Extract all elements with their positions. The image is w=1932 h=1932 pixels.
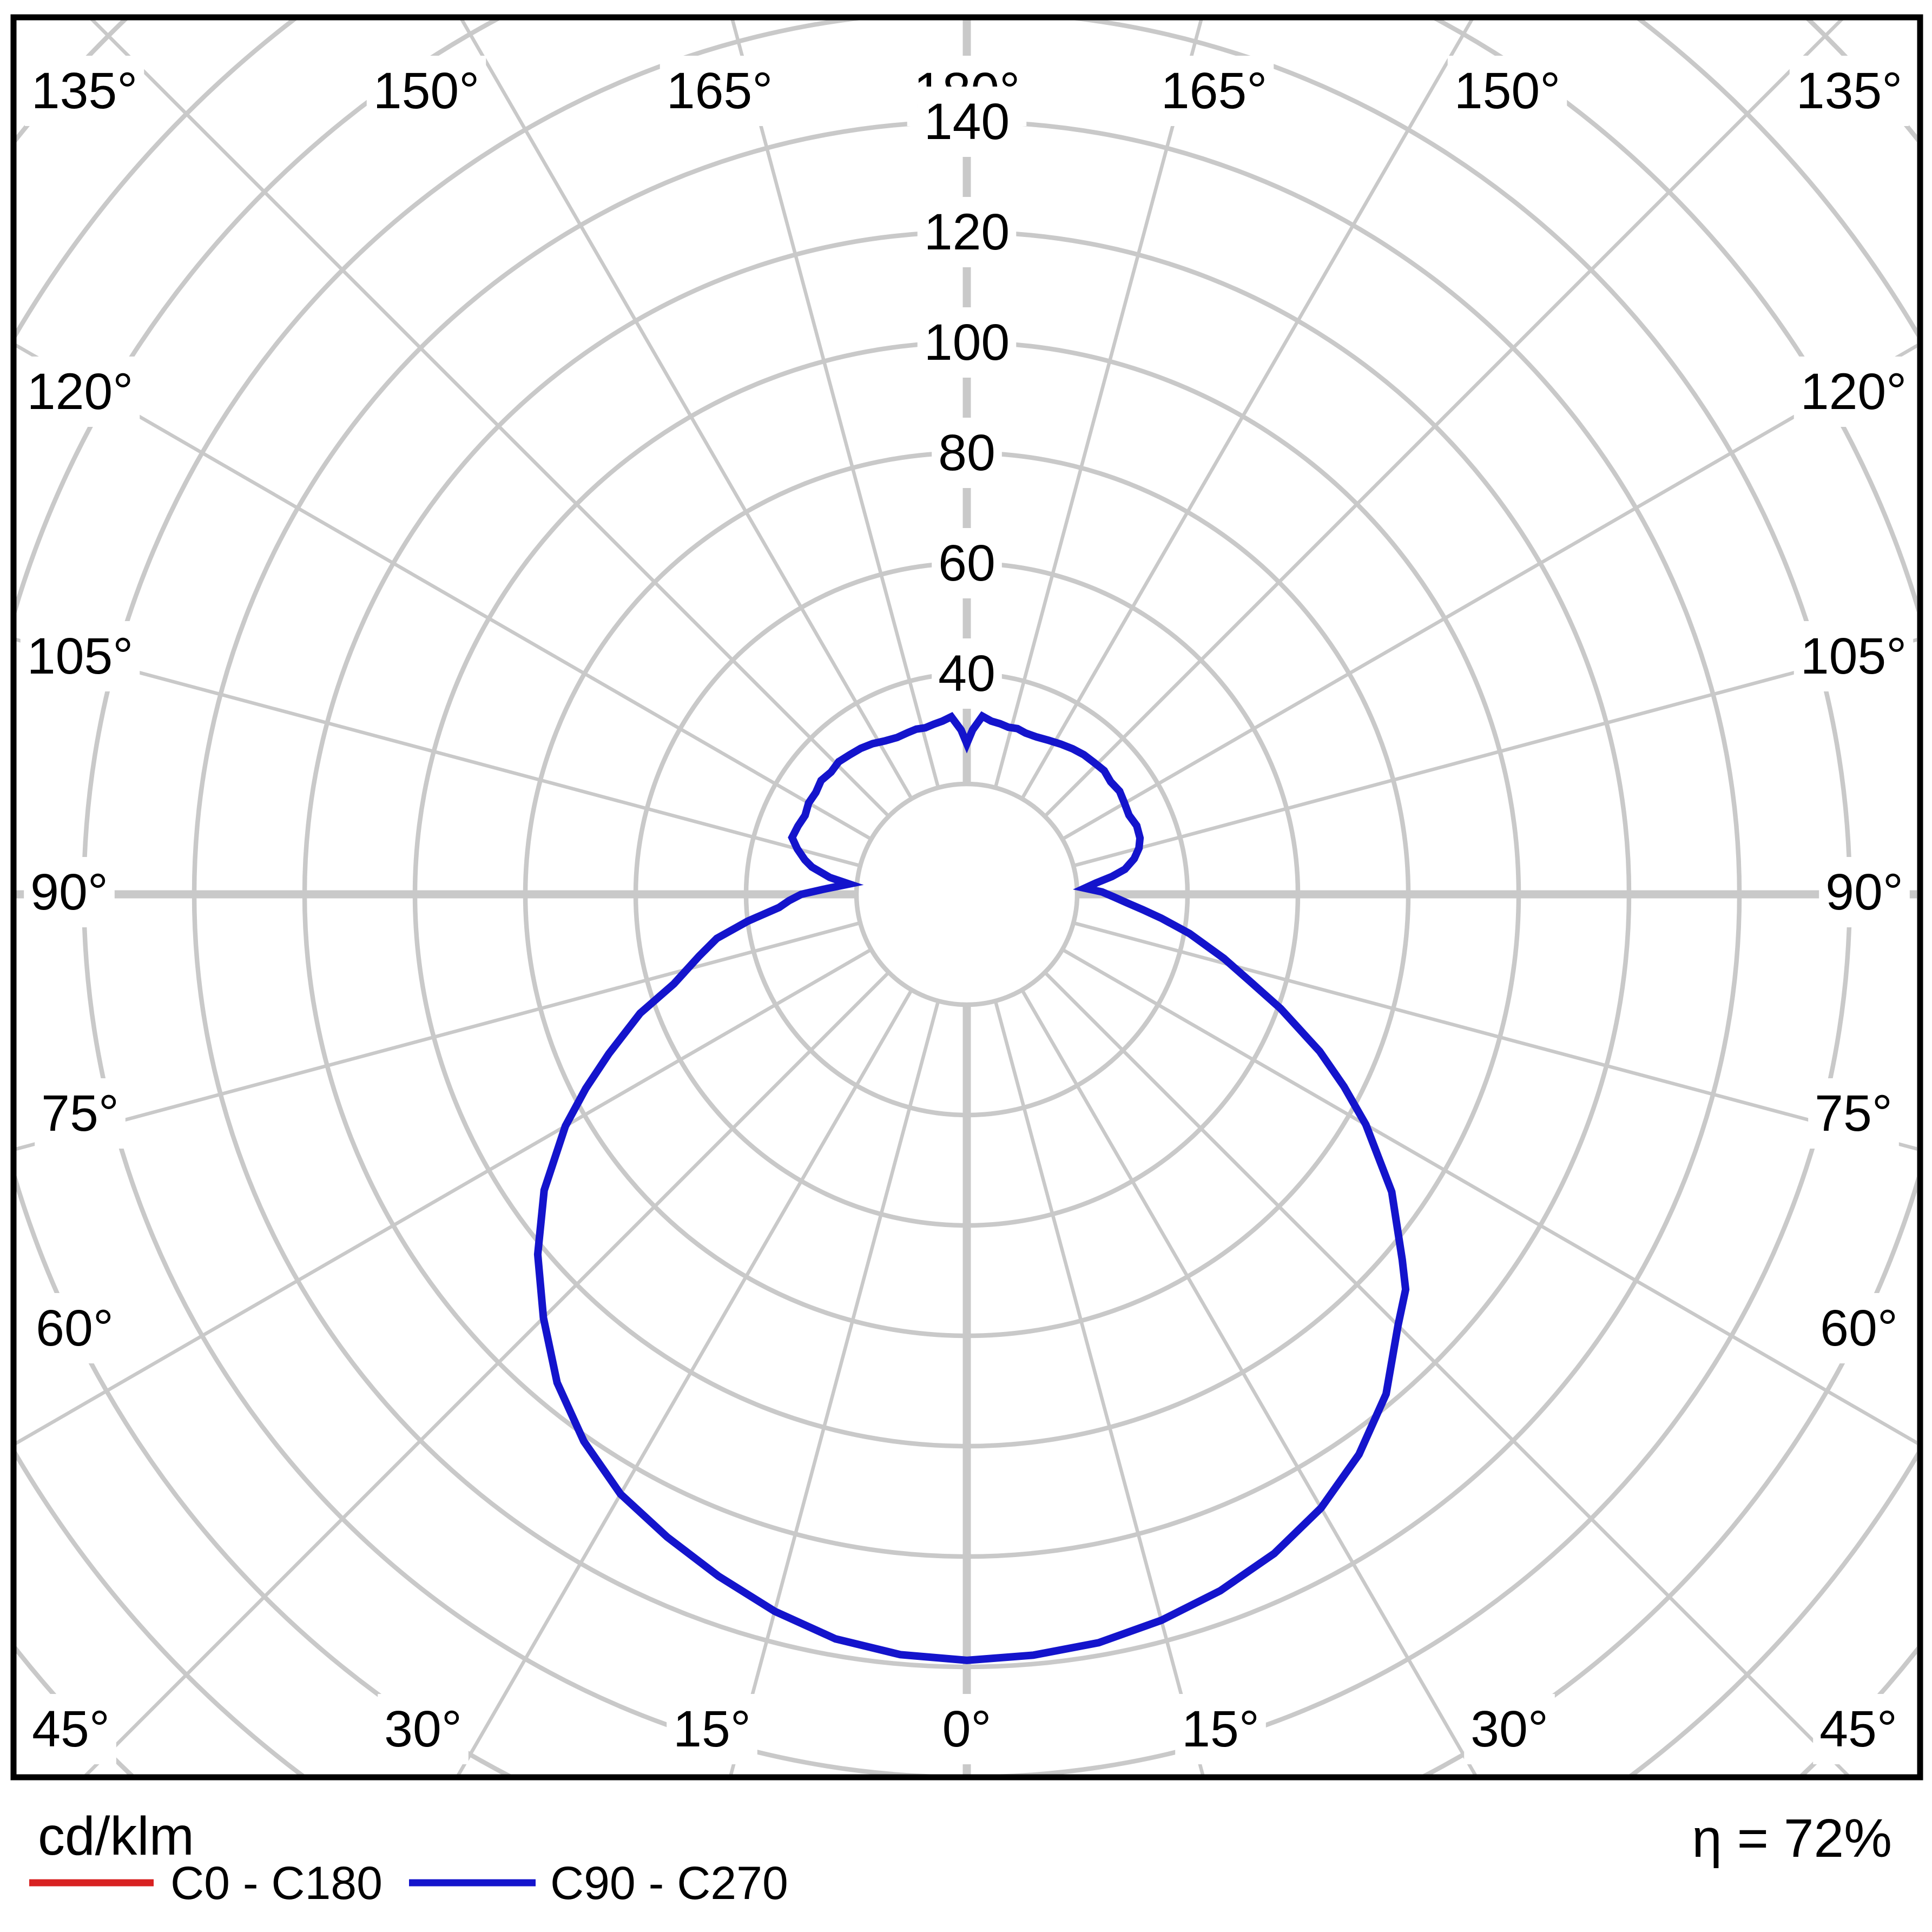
grid-spoke-255 [16,637,861,868]
angle-label-9-90deg-bg [24,857,115,927]
radial-label-120: 120 [924,203,1010,261]
angle-label-1-150deg-bg [366,56,486,126]
angle-label-0-135deg-bg [24,56,144,126]
angle-label-19-15deg-bg [667,1694,757,1764]
angle-label-2-165deg-bg [660,56,780,126]
radial-label-140-bg [917,87,1017,157]
angle-axis-labels: 135°150°165°180°165°150°135°120°105°90°7… [20,56,1914,1764]
angle-label-23-45deg: 45° [1819,1700,1897,1758]
angle-label-14-90deg-bg [1819,857,1910,927]
grid-spoke-150 [1020,20,1474,800]
grid-spoke-105 [1073,638,1917,868]
plot-border [10,14,1923,1781]
legend-label-c0-c180: C0 - C180 [170,1857,383,1909]
grid-spoke-330 [456,989,913,1775]
radial-label-100-bg [917,307,1017,378]
angle-label-20-0deg-bg [935,1694,998,1764]
angle-label-13-105deg-bg [1793,621,1914,691]
grid-spoke-135 [1043,20,1844,818]
angle-label-7-120deg-bg [20,357,140,427]
angle-label-15-75deg: 75° [1815,1085,1893,1142]
angle-label-11-60deg-bg [29,1293,120,1363]
grid-spoke-315 [84,971,891,1775]
angle-label-5-150deg: 150° [1454,62,1561,120]
intensity-curves [533,711,1410,1664]
radial-axis-labels: 40 60 80 100 120 140 [917,87,1017,709]
angle-label-19-15deg: 15° [673,1700,751,1758]
angle-label-21-15deg-bg [1175,1694,1266,1764]
angle-label-0-135deg: 135° [31,62,138,120]
grid-spoke-195 [730,20,940,788]
angle-label-7-120deg: 120° [27,363,134,420]
grid-spoke-285 [16,921,861,1151]
angle-label-4-165deg-bg [1154,56,1274,126]
angle-label-22-30deg: 30° [1471,1700,1548,1758]
angle-label-14-90deg: 90° [1825,863,1903,921]
grid-spoke-240 [16,343,872,841]
angle-label-17-45deg: 45° [32,1700,110,1758]
unit-label: cd/klm [38,1806,194,1867]
angle-label-10-75deg-bg [35,1078,126,1149]
angle-label-12-120deg-bg [1793,357,1914,427]
angle-label-10-75deg: 75° [41,1085,119,1142]
grid-spoke-60 [1061,948,1917,1445]
grid-spoke-225 [90,20,891,818]
angle-label-6-135deg-bg [1789,56,1909,126]
radial-label-80-bg [932,418,1002,488]
radial-label-60-bg [932,528,1002,598]
angle-label-5-150deg-bg [1447,56,1567,126]
angle-label-9-90deg: 90° [30,863,108,921]
grid-spoke-30 [1020,989,1478,1775]
angle-label-23-45deg-bg [1813,1694,1904,1764]
angle-label-22-30deg-bg [1464,1694,1555,1764]
angle-label-17-45deg-bg [25,1694,116,1764]
radial-label-80: 80 [938,424,995,482]
radial-label-140: 140 [924,93,1010,150]
angle-label-16-60deg-bg [1814,1293,1904,1363]
radial-label-100: 100 [924,314,1010,371]
curve-c90-c270 [533,711,1410,1664]
angle-label-12-120deg: 120° [1801,363,1907,420]
legend: cd/klm η = 72% C0 - C180 C90 - C270 [29,1806,1892,1909]
efficiency-label: η = 72% [1692,1808,1892,1869]
angle-label-8-105deg: 105° [27,628,134,685]
grid-spoke-300 [16,948,872,1446]
angle-label-8-105deg-bg [20,621,140,691]
angle-label-21-15deg: 15° [1182,1700,1260,1758]
grid-spoke-345 [729,1000,940,1775]
angle-label-15-75deg-bg [1808,1078,1899,1149]
angle-label-20-0deg: 0° [942,1700,992,1758]
angle-label-13-105deg: 105° [1801,628,1907,685]
angle-label-18-30deg-bg [378,1694,469,1764]
radial-label-60: 60 [938,535,995,592]
grid-spoke-210 [460,20,913,800]
legend-label-c90-c270: C90 - C270 [550,1857,788,1909]
radial-label-40-bg [932,638,1002,709]
angle-label-1-150deg: 150° [373,62,480,120]
grid-spoke-75 [1073,921,1917,1151]
angle-label-18-30deg: 30° [384,1700,462,1758]
grid-spoke-120 [1061,344,1917,841]
angle-label-6-135deg: 135° [1796,62,1903,120]
grid-spoke-45 [1043,971,1850,1775]
angle-label-4-165deg: 165° [1161,62,1268,120]
grid-spoke-15 [993,1000,1205,1775]
radial-label-40: 40 [938,645,995,702]
angle-label-16-60deg: 60° [1820,1300,1898,1357]
grid-spoke-165 [993,20,1203,788]
angle-label-2-165deg: 165° [667,62,773,120]
radial-label-120-bg [917,197,1017,267]
angle-label-11-60deg: 60° [36,1300,114,1357]
